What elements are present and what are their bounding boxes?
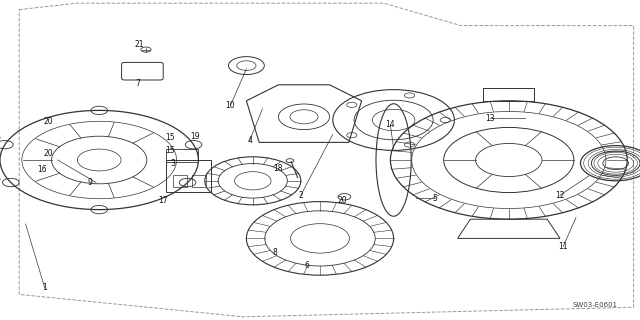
Bar	[166, 160, 211, 192]
Text: 15: 15	[164, 133, 175, 142]
Text: 12: 12	[556, 191, 564, 200]
Text: 5: 5	[433, 194, 438, 203]
Text: 16: 16	[36, 165, 47, 174]
Text: 20: 20	[337, 196, 348, 204]
Bar	[173, 175, 187, 187]
Text: 19: 19	[190, 132, 200, 140]
Bar	[192, 175, 206, 187]
Text: 21: 21	[135, 40, 144, 49]
Text: 10: 10	[225, 101, 236, 110]
Text: 3: 3	[170, 159, 175, 168]
Bar	[166, 149, 198, 162]
Text: 4: 4	[247, 136, 252, 145]
Text: 9: 9	[87, 178, 92, 187]
Text: 8: 8	[273, 248, 278, 257]
Text: 7: 7	[135, 79, 140, 88]
Text: 20: 20	[43, 149, 53, 158]
Text: SW03-E0601: SW03-E0601	[572, 302, 618, 308]
Text: 2: 2	[298, 191, 303, 200]
Text: 11: 11	[559, 242, 568, 251]
Text: 1: 1	[42, 284, 47, 292]
Text: 15: 15	[164, 146, 175, 155]
Text: 17: 17	[158, 196, 168, 204]
Text: 20: 20	[43, 117, 53, 126]
Text: 18: 18	[274, 164, 283, 172]
Text: 6: 6	[305, 261, 310, 270]
Text: 13: 13	[484, 114, 495, 123]
Text: 14: 14	[385, 120, 396, 129]
